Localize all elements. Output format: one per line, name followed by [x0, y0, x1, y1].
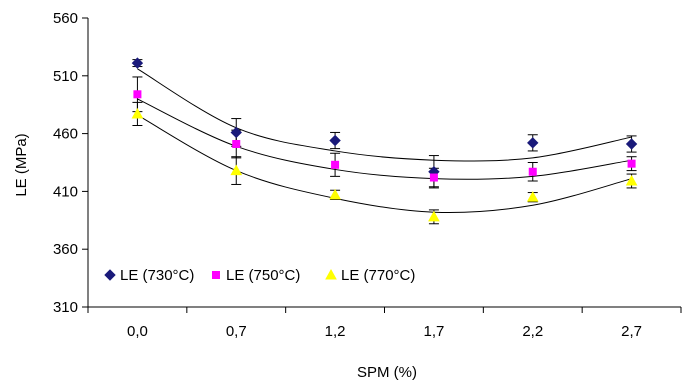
y-tick-label: 410	[53, 183, 78, 200]
y-axis-title: LE (MPa)	[13, 133, 30, 196]
data-point	[528, 167, 537, 176]
data-point	[526, 191, 539, 202]
y-tick-label: 560	[53, 10, 78, 27]
data-point	[230, 126, 242, 139]
legend-label: LE (770°C)	[341, 267, 415, 284]
data-point	[232, 140, 241, 149]
y-tick-label: 360	[53, 241, 78, 258]
x-tick-label: 2,2	[522, 323, 543, 340]
legend: LE (730°C) LE (750°C) LE (770°C)	[104, 267, 415, 284]
data-point	[133, 90, 142, 99]
y-tick-label: 510	[53, 68, 78, 85]
data-point	[429, 173, 438, 182]
data-markers	[131, 57, 638, 222]
data-point	[331, 160, 340, 169]
plot-axes	[82, 17, 682, 313]
trendline	[137, 114, 632, 213]
legend-label: LE (730°C)	[120, 267, 194, 284]
data-point	[527, 137, 539, 149]
x-tick-label: 0,0	[127, 323, 148, 340]
data-point	[329, 134, 341, 147]
data-point	[131, 107, 144, 119]
data-point	[625, 174, 638, 186]
x-tick-label: 2,7	[621, 323, 642, 340]
y-tick-label: 310	[53, 299, 78, 316]
data-point	[329, 188, 341, 200]
x-tick-label: 1,7	[423, 323, 444, 340]
trendline	[137, 68, 632, 162]
tick-labels: 310 360 410 460 510 560 0,0 0,7 1,2 1,7 2,2 2,7	[53, 10, 642, 340]
legend-label: LE (750°C)	[226, 267, 300, 284]
legend-marker	[104, 269, 116, 281]
trendline	[137, 98, 632, 180]
x-tick-label: 0,7	[226, 323, 247, 340]
trendlines	[137, 68, 632, 213]
data-point	[428, 210, 440, 222]
data-point	[625, 138, 638, 150]
data-point	[627, 159, 636, 168]
legend-marker	[212, 271, 220, 279]
data-point	[230, 164, 243, 176]
x-tick-label: 1,2	[325, 323, 346, 340]
data-point	[131, 57, 144, 69]
x-axis-title: SPM (%)	[357, 364, 417, 380]
y-tick-label: 460	[53, 126, 78, 143]
legend-marker	[325, 268, 337, 280]
